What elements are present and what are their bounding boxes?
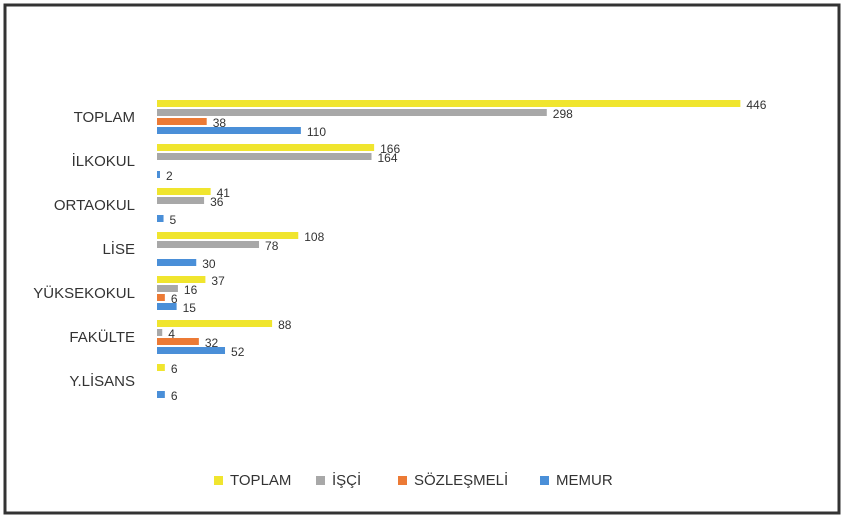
bar: [157, 303, 177, 310]
legend-swatch: [540, 476, 549, 485]
legend-swatch: [398, 476, 407, 485]
value-label: 36: [210, 195, 224, 209]
value-label: 5: [170, 213, 177, 227]
bar: [157, 100, 741, 107]
value-label: 15: [183, 301, 197, 315]
value-label: 4: [168, 327, 175, 341]
value-label: 108: [304, 230, 324, 244]
frame: [3, 3, 841, 515]
value-label: 30: [202, 257, 216, 271]
legend-swatch: [214, 476, 223, 485]
value-label: 298: [553, 107, 573, 121]
bar: [157, 347, 226, 354]
bar: [157, 127, 301, 134]
bar: [157, 232, 299, 239]
legend-label: İŞÇİ: [332, 471, 361, 489]
legend-label: SÖZLEŞMELİ: [414, 471, 508, 489]
bar: [157, 320, 273, 327]
legend-label: TOPLAM: [230, 472, 291, 489]
bar: [157, 118, 207, 125]
category-label: TOPLAM: [74, 109, 135, 126]
value-label: 52: [231, 345, 245, 359]
value-label: 37: [211, 274, 225, 288]
value-label: 110: [307, 125, 326, 139]
value-label: 6: [171, 362, 178, 376]
bar: [157, 109, 547, 116]
category-label: ORTAOKUL: [54, 197, 135, 214]
value-label: 38: [213, 116, 227, 130]
value-label: 88: [278, 318, 292, 332]
bar: [157, 294, 165, 301]
legend-swatch: [316, 476, 325, 485]
value-label: 6: [171, 292, 178, 306]
bar: [157, 338, 199, 345]
value-label: 41: [217, 186, 231, 200]
bar: [157, 171, 160, 178]
category-label: Y.LİSANS: [69, 372, 135, 390]
value-label: 446: [746, 98, 766, 112]
bar: [157, 391, 165, 398]
bar: [157, 188, 211, 195]
value-label: 166: [380, 142, 400, 156]
bar: [157, 215, 164, 222]
category-label: YÜKSEKOKUL: [33, 284, 135, 302]
bar: [157, 153, 372, 160]
value-label: 78: [265, 239, 279, 253]
legend-label: MEMUR: [556, 472, 613, 489]
bar: [157, 276, 206, 283]
bar: [157, 364, 165, 371]
bar: [157, 259, 197, 266]
value-label: 32: [205, 336, 219, 350]
value-label: 2: [166, 169, 173, 183]
bar: [157, 144, 375, 151]
category-label: İLKOKUL: [72, 152, 135, 170]
bar: [157, 329, 163, 336]
bar: [157, 285, 178, 292]
value-label: 164: [378, 151, 398, 165]
bar: [157, 197, 205, 204]
bar: [157, 241, 260, 248]
value-label: 6: [171, 389, 178, 403]
category-label: LİSE: [102, 240, 135, 258]
category-label: FAKÜLTE: [69, 328, 135, 346]
value-label: 16: [184, 283, 198, 297]
